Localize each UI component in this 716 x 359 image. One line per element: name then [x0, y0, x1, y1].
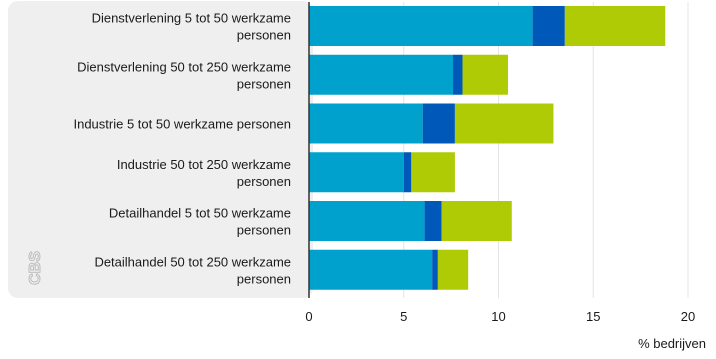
bar-segment-3: [564, 6, 666, 46]
bar-segment-1: [309, 249, 433, 290]
bar-segment-3: [462, 54, 508, 95]
bar-segment-2: [424, 201, 442, 241]
bar-segment-2: [532, 6, 565, 46]
cbs-logo-lettering: CBS: [27, 251, 44, 285]
x-tick-label: 20: [681, 309, 695, 324]
cbs-logo: CBS: [27, 250, 45, 285]
bar-segment-1: [309, 54, 454, 95]
x-tick-label: 15: [586, 309, 600, 324]
category-label: Industrie 5 tot 50 werkzame personen: [73, 117, 291, 132]
bar-segment-1: [309, 201, 425, 241]
bar-segment-1: [309, 6, 533, 46]
x-tick-label: 10: [491, 309, 505, 324]
x-tick-label: 5: [400, 309, 407, 324]
bar-segment-3: [437, 249, 469, 290]
bar-segment-1: [309, 103, 423, 144]
bar-segment-3: [454, 103, 554, 144]
category-label-panel: [8, 1, 313, 298]
bar-segment-2: [453, 54, 463, 95]
bar-segment-2: [403, 152, 412, 193]
bar-segment-2: [432, 249, 438, 290]
category-label: Industrie 50 tot 250 werkzame personen: [117, 157, 291, 189]
bar-segment-3: [441, 201, 512, 241]
x-tick-label: 0: [305, 309, 312, 324]
bar-segment-3: [411, 152, 455, 193]
category-label: Detailhandel 50 tot 250 werkzame personen: [94, 254, 291, 286]
x-axis-label: % bedrijven: [638, 336, 706, 351]
category-label: Dienstverlening 50 tot 250 werkzame perso…: [77, 59, 291, 91]
bar-segment-1: [309, 152, 404, 193]
category-label: Detailhandel 5 tot 50 werkzame personen: [109, 206, 291, 238]
bar-segment-2: [422, 103, 455, 144]
category-label: Dienstverlening 5 tot 50 werkzame persone…: [92, 11, 291, 43]
